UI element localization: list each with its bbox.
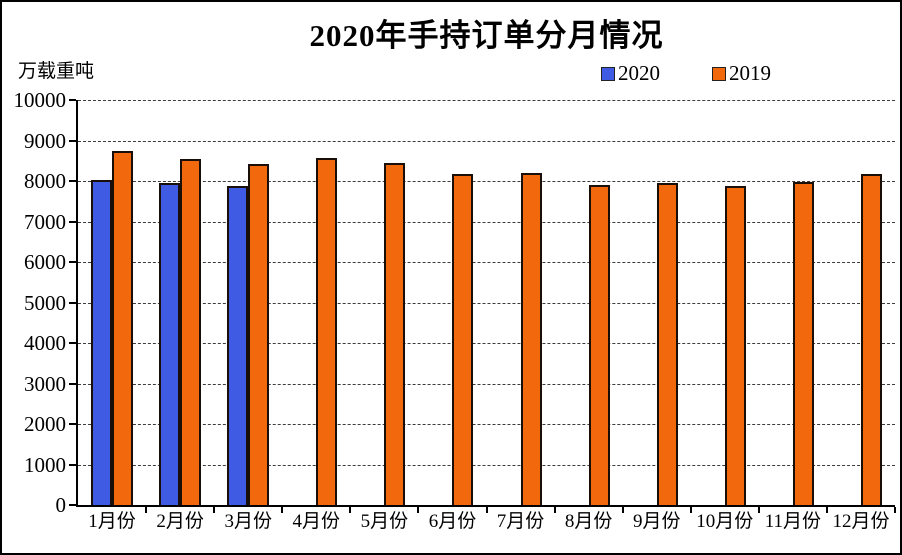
gridline-8000 [78, 181, 895, 182]
y-axis-tick-label-4000: 4000 [24, 331, 66, 355]
x-axis-tick-10 [757, 507, 760, 513]
gridline-1000 [78, 464, 895, 466]
bar-2019-month-12 [860, 174, 882, 505]
x-axis-label-month-5: 5月份 [360, 511, 409, 532]
gridline-2000 [78, 424, 895, 425]
bar-2019-month-1 [112, 151, 134, 505]
bar-2019-month-2 [180, 159, 202, 505]
y-axis-tick-label-3000: 3000 [24, 371, 66, 396]
legend-label-2019: 2019 [729, 61, 771, 85]
y-axis-tick-5000 [69, 301, 76, 304]
plot-area [69, 99, 896, 513]
gridline-4000 [78, 343, 895, 344]
gridline-9000 [78, 140, 895, 142]
y-axis-tick-9000 [69, 139, 76, 142]
bar-2019-month-9 [656, 183, 678, 505]
x-axis-tick-8 [621, 507, 624, 513]
y-axis-tick-label-8000: 8000 [24, 169, 66, 193]
x-axis-label-month-9: 9月份 [632, 511, 681, 532]
bar-2019-month-11 [792, 181, 814, 505]
x-axis-label-month-8: 8月份 [564, 511, 613, 532]
bar-2020-month-3 [227, 185, 249, 505]
y-axis-tick-label-2000: 2000 [24, 412, 66, 436]
legend-swatch-2020-icon [601, 66, 615, 81]
y-axis-tick-8000 [69, 180, 76, 182]
y-axis-tick-6000 [69, 261, 76, 263]
x-axis-label-month-1: 1月份 [88, 511, 136, 532]
legend-label-2020: 2020 [618, 61, 660, 85]
x-axis-tick-11 [825, 507, 828, 513]
y-axis-tick-label-7000: 7000 [24, 209, 66, 234]
x-axis-label-month-10: 10月份 [696, 511, 754, 532]
bar-2019-month-3 [248, 163, 270, 505]
y-axis-tick-label-1000: 1000 [24, 452, 66, 477]
gridline-5000 [78, 302, 895, 304]
x-axis-tick-7 [553, 507, 556, 513]
bar-2019-month-10 [724, 185, 746, 505]
bar-2020-month-2 [159, 182, 181, 505]
bar-2020-month-1 [91, 179, 113, 505]
x-axis-tick-1 [145, 507, 148, 513]
gridline-7000 [78, 221, 895, 223]
x-axis-label-month-7: 7月份 [496, 511, 545, 532]
bar-2019-month-5 [384, 163, 406, 505]
y-axis-tick-label-10000: 10000 [13, 88, 67, 112]
x-axis-tick-5 [417, 507, 420, 513]
y-axis-tick-label-0: 0 [55, 493, 67, 517]
y-axis-unit-label: 万载重吨 [18, 61, 95, 82]
x-axis-label-month-3: 3月份 [224, 511, 272, 532]
gridline-3000 [78, 383, 895, 385]
y-axis-tick-4000 [69, 342, 76, 344]
x-axis-label-month-4: 4月份 [292, 511, 341, 532]
x-axis-tick-2 [213, 507, 216, 513]
y-axis-tick-label-5000: 5000 [24, 290, 66, 315]
legend-swatch-2019-icon [712, 66, 726, 81]
y-axis-tick-3000 [69, 382, 76, 385]
bar-2019-month-6 [452, 174, 474, 505]
x-axis-label-month-11: 11月份 [764, 511, 822, 532]
gridline-10000 [78, 100, 895, 101]
bar-2019-month-8 [588, 184, 610, 505]
x-axis-label-month-12: 12月份 [832, 511, 890, 532]
y-axis-tick-label-6000: 6000 [24, 250, 66, 274]
x-axis-label-month-6: 6月份 [428, 511, 477, 532]
gridline-6000 [78, 262, 895, 263]
bar-2019-month-4 [316, 157, 338, 505]
chart-title: 2020年手持订单分月情况 [309, 18, 664, 53]
x-axis-tick-6 [485, 507, 488, 513]
x-axis-tick-3 [281, 507, 284, 513]
y-axis-tick-1000 [69, 463, 76, 466]
legend: 2020 2019 [601, 63, 771, 84]
y-axis-tick-7000 [69, 220, 76, 223]
x-axis-tick-12 [894, 507, 896, 513]
y-axis-tick-10000 [69, 99, 76, 101]
x-axis-tick-4 [349, 507, 352, 513]
legend-item-2019: 2019 [712, 63, 771, 84]
x-axis-tick-9 [689, 507, 692, 513]
y-axis-tick-0 [69, 504, 76, 506]
bar-2019-month-7 [520, 172, 542, 505]
legend-item-2020: 2020 [601, 63, 660, 84]
x-axis-label-month-2: 2月份 [156, 511, 204, 532]
y-axis-tick-2000 [69, 423, 76, 425]
y-axis-tick-label-9000: 9000 [24, 128, 66, 153]
